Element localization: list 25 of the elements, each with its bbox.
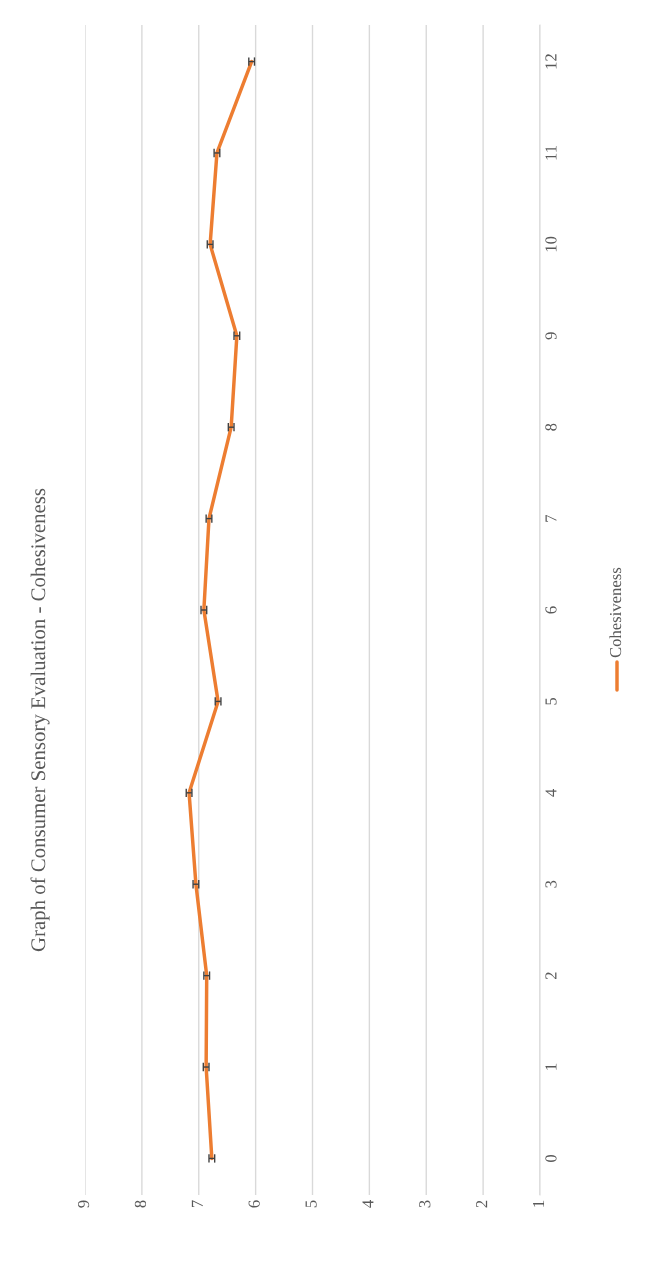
x-tick-label: 5 — [305, 1200, 317, 1208]
x-tick-label: 6 — [248, 1200, 260, 1208]
y-tick-label: 7 — [545, 514, 557, 522]
y-tick-label: 0 — [545, 1154, 557, 1162]
y-tick-label: 10 — [545, 236, 557, 252]
y-tick-label: 3 — [545, 880, 557, 888]
line-series — [187, 59, 254, 1161]
y-tick-label: 11 — [545, 145, 557, 160]
y-tick-label: 9 — [545, 332, 557, 340]
text: Cohesiveness — [609, 567, 622, 658]
y-tick-label: 1 — [545, 1063, 557, 1070]
x-tick-label: 9 — [77, 1200, 90, 1208]
x-tick-label: 1 — [533, 1200, 545, 1207]
text: Graph of Consumer Sensory Evaluation - Cohesiveness — [30, 488, 50, 952]
x-tick-label: 8 — [134, 1200, 147, 1208]
x-tick-label: 2 — [476, 1200, 488, 1208]
y-tick-label: 5 — [545, 697, 557, 705]
y-tick-label: 6 — [545, 606, 557, 614]
y-tick-label: 12 — [545, 54, 557, 69]
x-tick-label: 4 — [362, 1200, 374, 1208]
y-tick-label: 4 — [545, 788, 557, 797]
x-tick-label: 3 — [419, 1200, 431, 1208]
y-tick-label: 2 — [545, 972, 557, 980]
x-tick-label: 7 — [191, 1200, 203, 1208]
y-tick-label: 8 — [545, 423, 557, 431]
